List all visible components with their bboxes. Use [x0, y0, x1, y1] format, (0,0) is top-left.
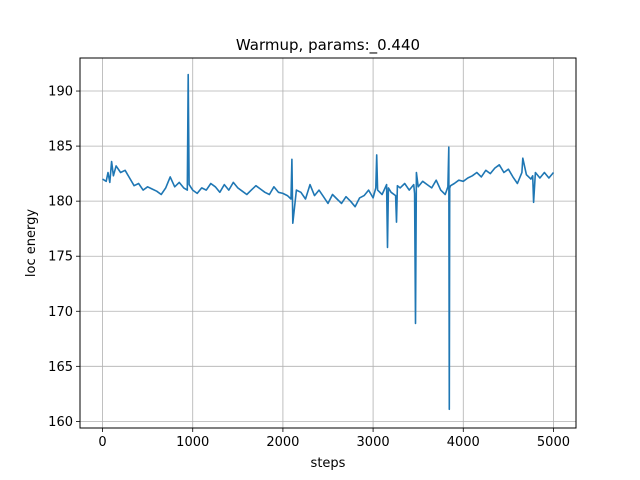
y-tick-label: 170 — [48, 305, 73, 320]
series-line — [102, 73, 555, 411]
x-tick-label: 3000 — [357, 435, 390, 450]
plot-area — [102, 73, 555, 411]
y-tick-label: 190 — [48, 85, 73, 100]
x-tick-label: 0 — [98, 435, 106, 450]
x-axis-label: steps — [311, 456, 346, 471]
y-tick-label: 180 — [48, 195, 73, 210]
x-tick-label: 1000 — [176, 435, 209, 450]
x-tick-label: 5000 — [537, 435, 570, 450]
grid — [80, 58, 576, 428]
y-axis-label: loc energy — [24, 209, 39, 277]
x-tick-label: 2000 — [266, 435, 299, 450]
y-tick-label: 185 — [48, 140, 73, 155]
x-axis: 0 1000 2000 3000 4000 5000 — [98, 428, 570, 450]
y-tick-label: 175 — [48, 250, 73, 265]
x-tick-label: 4000 — [447, 435, 480, 450]
chart-title: Warmup, params:_0.440 — [236, 36, 420, 55]
axes-frame — [79, 57, 577, 429]
y-axis: 160 165 170 175 180 185 190 — [48, 85, 80, 430]
y-tick-label: 160 — [48, 415, 73, 430]
y-tick-label: 165 — [48, 360, 73, 375]
